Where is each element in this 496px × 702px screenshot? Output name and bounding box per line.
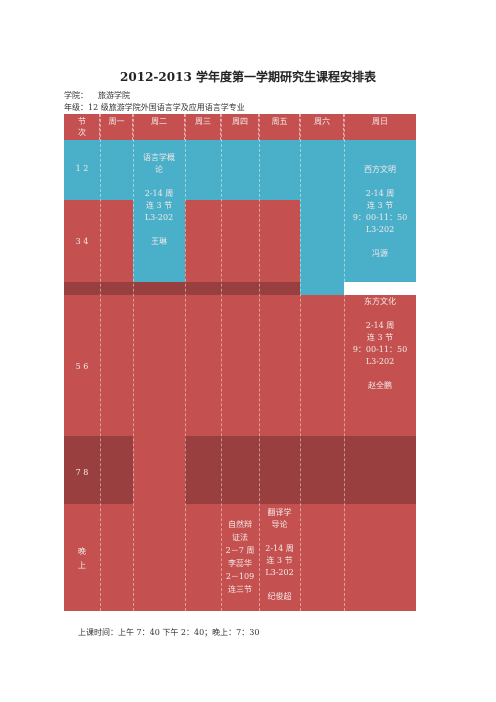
col-line-1 xyxy=(100,114,101,611)
page-title: 2012-2013 学年度第一学期研究生课程安排表 xyxy=(120,70,376,84)
row78-bg xyxy=(64,436,416,504)
sun-am-cell xyxy=(344,140,416,282)
header-cell-tue: 周二 xyxy=(133,114,185,140)
course-thu-evening: 自然辩 证法 2－7 周 李蕊华 2－109 连三节 xyxy=(225,520,255,594)
col-line-3 xyxy=(185,114,186,611)
col-line-6 xyxy=(300,114,301,611)
grade-line: 年级：12 级旅游学院外国语言学及应用语言学专业 xyxy=(64,103,245,112)
sat-am-cell xyxy=(300,200,344,282)
header-fri: 周五 xyxy=(271,117,288,126)
header-period-line2: 次 xyxy=(78,128,86,137)
header-tue: 周二 xyxy=(151,117,167,126)
course-sun-am: 西方文明 2-14 周 连 3 节 9：00-11：50 L3-202 冯源 xyxy=(352,165,408,258)
header-cell-fri: 周五 xyxy=(259,114,300,140)
row-label-56: 5 6 xyxy=(75,362,89,371)
header-thu: 周四 xyxy=(232,117,248,126)
college-label: 学院： xyxy=(64,91,88,100)
row-label-78: 7 8 xyxy=(75,468,89,477)
header-wed: 周三 xyxy=(195,117,211,126)
header-sat: 周六 xyxy=(314,117,330,126)
col-line-2 xyxy=(133,114,134,611)
sat-divider-cell xyxy=(300,282,344,295)
row56-bg xyxy=(64,295,416,436)
col-line-4 xyxy=(221,114,222,611)
college-value: 旅游学院 xyxy=(98,91,130,100)
row-label-34: 3 4 xyxy=(75,237,89,246)
tue-pm-cell xyxy=(133,436,185,504)
midday-divider xyxy=(64,282,344,295)
college-line: 学院： 旅游学院 xyxy=(64,90,130,101)
col-line-7 xyxy=(344,114,345,611)
header-cell-sun: 周日 xyxy=(344,114,416,140)
header-cell-thu: 周四 xyxy=(221,114,259,140)
schedule-table: 节 次 周一 周二 周三 周四 周五 周六 周日 1 2 3 4 5 6 7 8… xyxy=(64,114,416,611)
course-fri-evening: 翻译学 导论 2-14 周 连 3 节 L3-202 纪俊超 xyxy=(265,508,294,601)
header-cell-mon: 周一 xyxy=(100,114,133,140)
course-tue-am: 语言学概 论 2-14 周 连 3 节 L3-202 王琳 xyxy=(143,153,175,246)
class-time-note: 上课时间：上午 7：40 下午 2：40；晚上：7：30 xyxy=(78,628,260,637)
header-sun: 周日 xyxy=(372,117,388,126)
evening-bg xyxy=(64,504,416,611)
header-cell-sat: 周六 xyxy=(300,114,344,140)
course-sun-pm: 东方文化 2-14 周 连 3 节 9：00-11：50 L3-202 赵全鹏 xyxy=(352,297,408,390)
row-label-12: 1 2 xyxy=(75,164,89,173)
row-label-evening-1: 晚 xyxy=(78,547,86,556)
header-period-line1: 节 xyxy=(78,117,86,126)
header-mon: 周一 xyxy=(108,117,125,126)
col-line-5 xyxy=(259,114,260,611)
tue-am-cell xyxy=(133,140,185,282)
header-cell-period: 节 次 xyxy=(64,114,100,140)
row-label-evening-2: 上 xyxy=(78,561,86,570)
header-cell-wed: 周三 xyxy=(185,114,221,140)
